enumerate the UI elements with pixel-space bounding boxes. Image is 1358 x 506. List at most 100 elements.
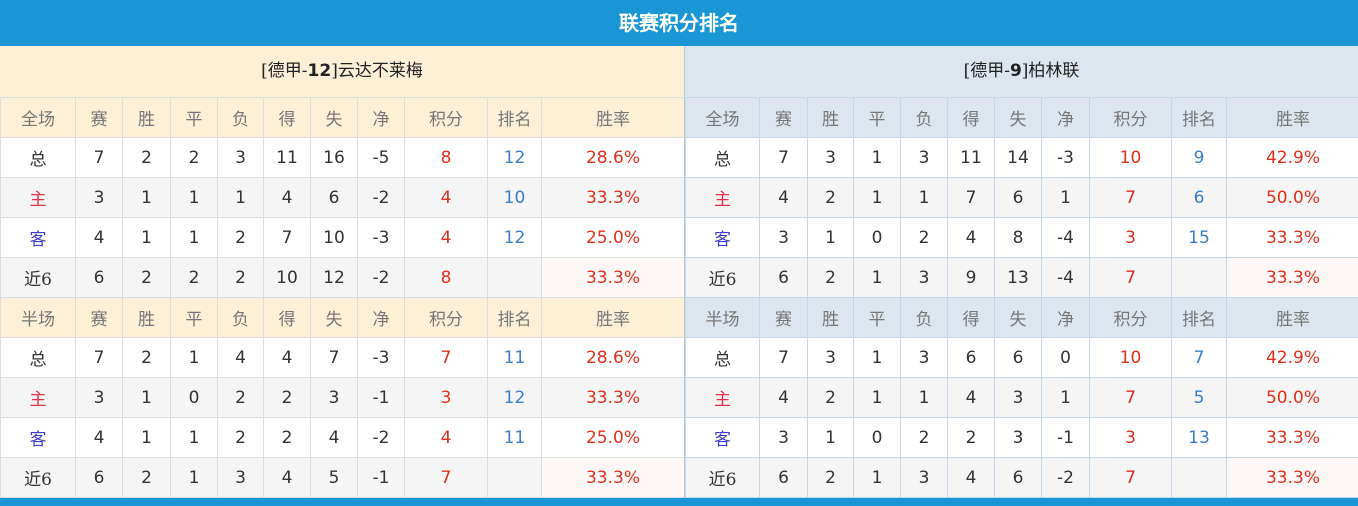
cell-rank: 9 [1171,137,1227,178]
cell-draws: 1 [170,417,218,458]
cell-games: 3 [75,377,123,418]
cell-games: 6 [75,257,123,298]
cell-win-rate: 50.0% [1226,177,1358,218]
cell-wins: 2 [807,377,854,418]
cell-goal-diff: -3 [357,217,405,258]
cell-goal-diff: -2 [357,417,405,458]
cell-games: 7 [75,337,123,378]
col-goals-against-header: 失 [310,97,358,138]
cell-losses: 2 [217,417,264,458]
table-row: 客 4 1 1 2 7 10 -3 4 12 25.0% [0,217,685,258]
col-goals-against-header: 失 [310,297,358,338]
header-row: 全场赛胜平负得失净积分 排名 胜率 [0,97,685,138]
cell-losses: 3 [900,137,948,178]
cell-points: 8 [404,137,488,178]
cell-goals-for: 11 [263,137,311,178]
cell-goals-for: 7 [947,177,995,218]
cell-goals-for: 4 [263,177,311,218]
col-wins-header: 胜 [807,97,854,138]
cell-goals-against: 3 [994,417,1042,458]
cell-games: 7 [759,137,808,178]
cell-losses: 2 [900,417,948,458]
table-row: 总 7 3 1 3 6 6 0 10 7 42.9% [685,337,1358,378]
team-rank: 9 [1009,61,1022,81]
cell-wins: 2 [807,457,854,498]
table-row: 客 3 1 0 2 4 8 -4 3 15 33.3% [685,217,1358,258]
team-rank: 12 [307,61,332,81]
cell-label: 近6 [685,257,760,298]
team-name: ]柏林联 [1021,61,1080,81]
cell-win-rate: 33.3% [1226,417,1358,458]
cell-goals-against: 4 [310,417,358,458]
table-row: 总 7 2 1 4 4 7 -3 7 11 28.6% [0,337,685,378]
header-row: 半场赛胜平负得失净积分 排名 胜率 [685,297,1358,338]
cell-wins: 3 [807,137,854,178]
table-row: 近6 6 2 1 3 4 5 -1 7 33.3% [0,457,685,498]
cell-goals-against: 6 [310,177,358,218]
cell-win-rate: 28.6% [541,137,685,178]
cell-games: 6 [75,457,123,498]
cell-losses: 1 [900,177,948,218]
table-row: 总 7 3 1 3 11 14 -3 10 9 42.9% [685,137,1358,178]
cell-label: 主 [685,177,760,218]
cell-goals-for: 7 [263,217,311,258]
standings-table: 全场赛胜平负得失净积分 排名 胜率总 7 3 1 3 11 14 -3 10 9 42.9% 主 4 2 1 1 7… [685,97,1358,498]
cell-goal-diff: 1 [1041,377,1090,418]
cell-win-rate: 33.3% [1226,457,1358,498]
col-wins-header: 胜 [807,297,854,338]
cell-goals-for: 4 [947,457,995,498]
cell-goals-against: 10 [310,217,358,258]
cell-goals-against: 6 [994,337,1042,378]
cell-draws: 1 [170,457,218,498]
cell-goals-for: 2 [263,417,311,458]
cell-rank: 11 [487,337,542,378]
cell-win-rate: 33.3% [1226,217,1358,258]
cell-win-rate: 33.3% [541,177,685,218]
cell-points: 7 [404,457,488,498]
cell-wins: 2 [122,257,171,298]
cell-goal-diff: -1 [357,457,405,498]
cell-draws: 1 [853,177,901,218]
table-row: 主 3 1 0 2 2 3 -1 3 12 33.3% [0,377,685,418]
table-row: 近6 6 2 2 2 10 12 -2 8 33.3% [0,257,685,298]
cell-goals-against: 13 [994,257,1042,298]
col-win-rate-header: 胜率 [541,297,685,338]
col-losses-header: 负 [217,97,264,138]
cell-wins: 1 [807,417,854,458]
bottom-bar [0,498,1358,506]
cell-label: 总 [0,337,76,378]
cell-losses: 2 [217,257,264,298]
col-draws-header: 平 [853,297,901,338]
standings-table: 全场赛胜平负得失净积分 排名 胜率总 7 2 2 3 11 16 -5 8 12 28.6% 主 3 1 1 1 4… [0,97,685,498]
cell-rank: 12 [487,217,542,258]
cell-games: 4 [759,177,808,218]
cell-goals-for: 2 [263,377,311,418]
cell-label: 近6 [0,257,76,298]
cell-rank: 12 [487,377,542,418]
team-header: [德甲-9]柏林联 [685,46,1358,97]
cell-goal-diff: -4 [1041,257,1090,298]
cell-goals-for: 4 [947,217,995,258]
cell-rank [487,457,542,498]
cell-points: 10 [1089,137,1172,178]
cell-goal-diff: -4 [1041,217,1090,258]
cell-wins: 3 [807,337,854,378]
cell-points: 3 [1089,417,1172,458]
cell-goals-for: 2 [947,417,995,458]
cell-win-rate: 33.3% [541,457,685,498]
cell-points: 10 [1089,337,1172,378]
cell-label: 近6 [685,457,760,498]
cell-games: 7 [759,337,808,378]
cell-draws: 1 [853,257,901,298]
cell-label: 客 [0,217,76,258]
table-row: 客 3 1 0 2 2 3 -1 3 13 33.3% [685,417,1358,458]
col-win-rate-header: 胜率 [1226,97,1358,138]
cell-games: 3 [759,417,808,458]
col-label-header: 半场 [685,297,760,338]
cell-losses: 2 [217,217,264,258]
cell-label: 主 [0,377,76,418]
cell-draws: 1 [170,177,218,218]
cell-losses: 2 [900,217,948,258]
col-wins-header: 胜 [122,297,171,338]
cell-goal-diff: 0 [1041,337,1090,378]
